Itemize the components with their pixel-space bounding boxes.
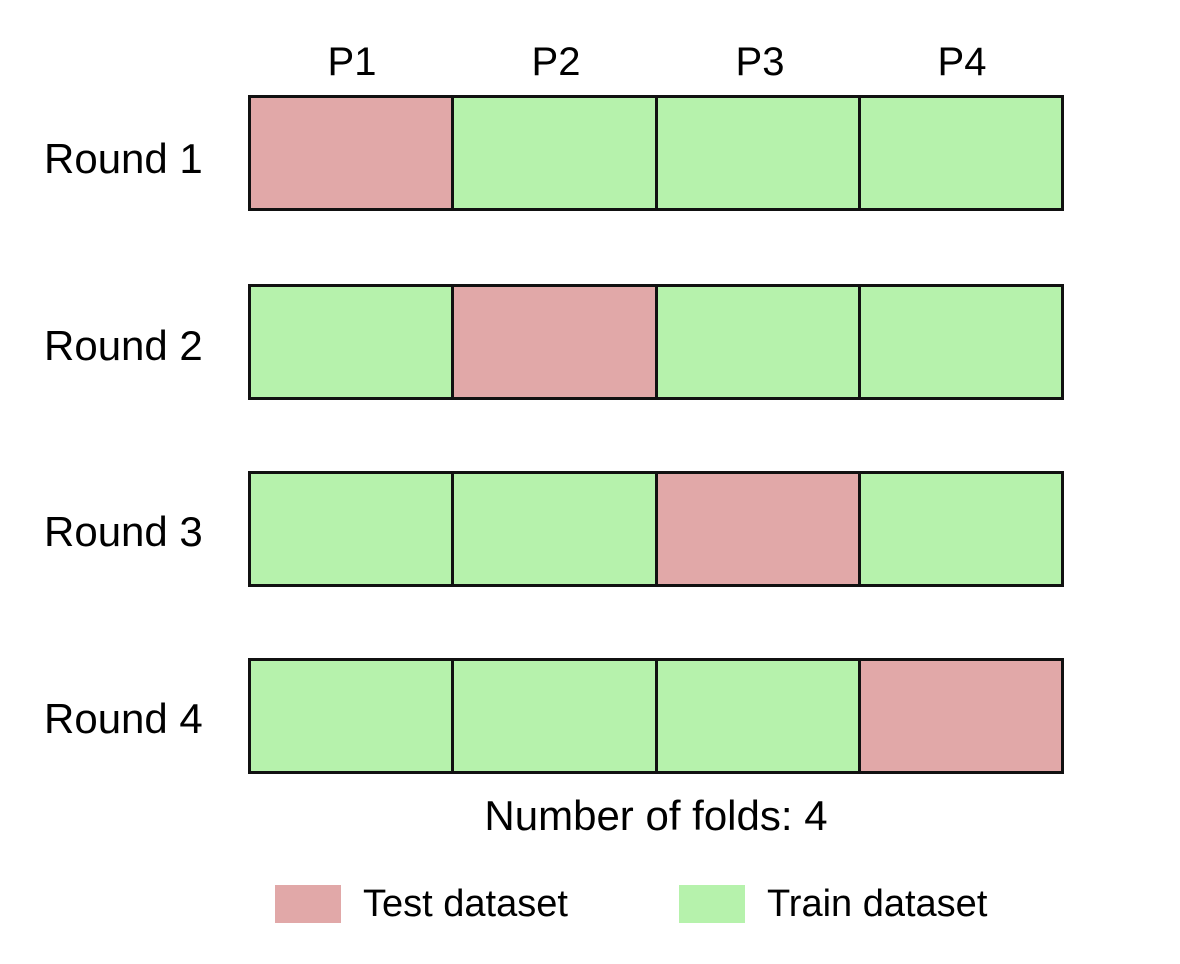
- legend-swatch-test: [275, 885, 341, 923]
- round-1-fold-row: [248, 95, 1064, 211]
- legend-swatch-train: [679, 885, 745, 923]
- fold-cell-p1-train: [251, 287, 452, 397]
- fold-cell-p1-test: [251, 98, 452, 208]
- round-label-1: Round 1: [44, 135, 203, 182]
- round-4-fold-row: [248, 658, 1064, 774]
- fold-cell-p4-train: [857, 98, 1061, 208]
- legend-label-train: Train dataset: [767, 883, 988, 925]
- legend-item-test: Test dataset: [275, 884, 568, 924]
- fold-cell-p3-train: [654, 98, 858, 208]
- round-label-3: Round 3: [44, 508, 203, 555]
- fold-cell-p4-test: [857, 661, 1061, 771]
- partition-label-p3: P3: [735, 40, 785, 84]
- round-label-4: Round 4: [44, 695, 203, 742]
- fold-cell-p2-train: [451, 661, 655, 771]
- fold-cell-p2-test: [451, 287, 655, 397]
- fold-cell-p4-train: [857, 287, 1061, 397]
- partition-label-p1: P1: [327, 40, 377, 84]
- fold-cell-p2-train: [451, 474, 655, 584]
- round-label-2: Round 2: [44, 322, 203, 369]
- legend-label-test: Test dataset: [363, 883, 568, 925]
- fold-cell-p2-train: [451, 98, 655, 208]
- partition-label-p4: P4: [937, 40, 987, 84]
- fold-cell-p1-train: [251, 474, 452, 584]
- number-of-folds-caption: Number of folds: 4: [484, 792, 828, 839]
- fold-cell-p3-test: [654, 474, 858, 584]
- fold-cell-p3-train: [654, 287, 858, 397]
- fold-cell-p1-train: [251, 661, 452, 771]
- fold-cell-p3-train: [654, 661, 858, 771]
- round-3-fold-row: [248, 471, 1064, 587]
- legend-item-train: Train dataset: [679, 884, 987, 924]
- round-2-fold-row: [248, 284, 1064, 400]
- fold-cell-p4-train: [857, 474, 1061, 584]
- partition-label-p2: P2: [531, 40, 581, 84]
